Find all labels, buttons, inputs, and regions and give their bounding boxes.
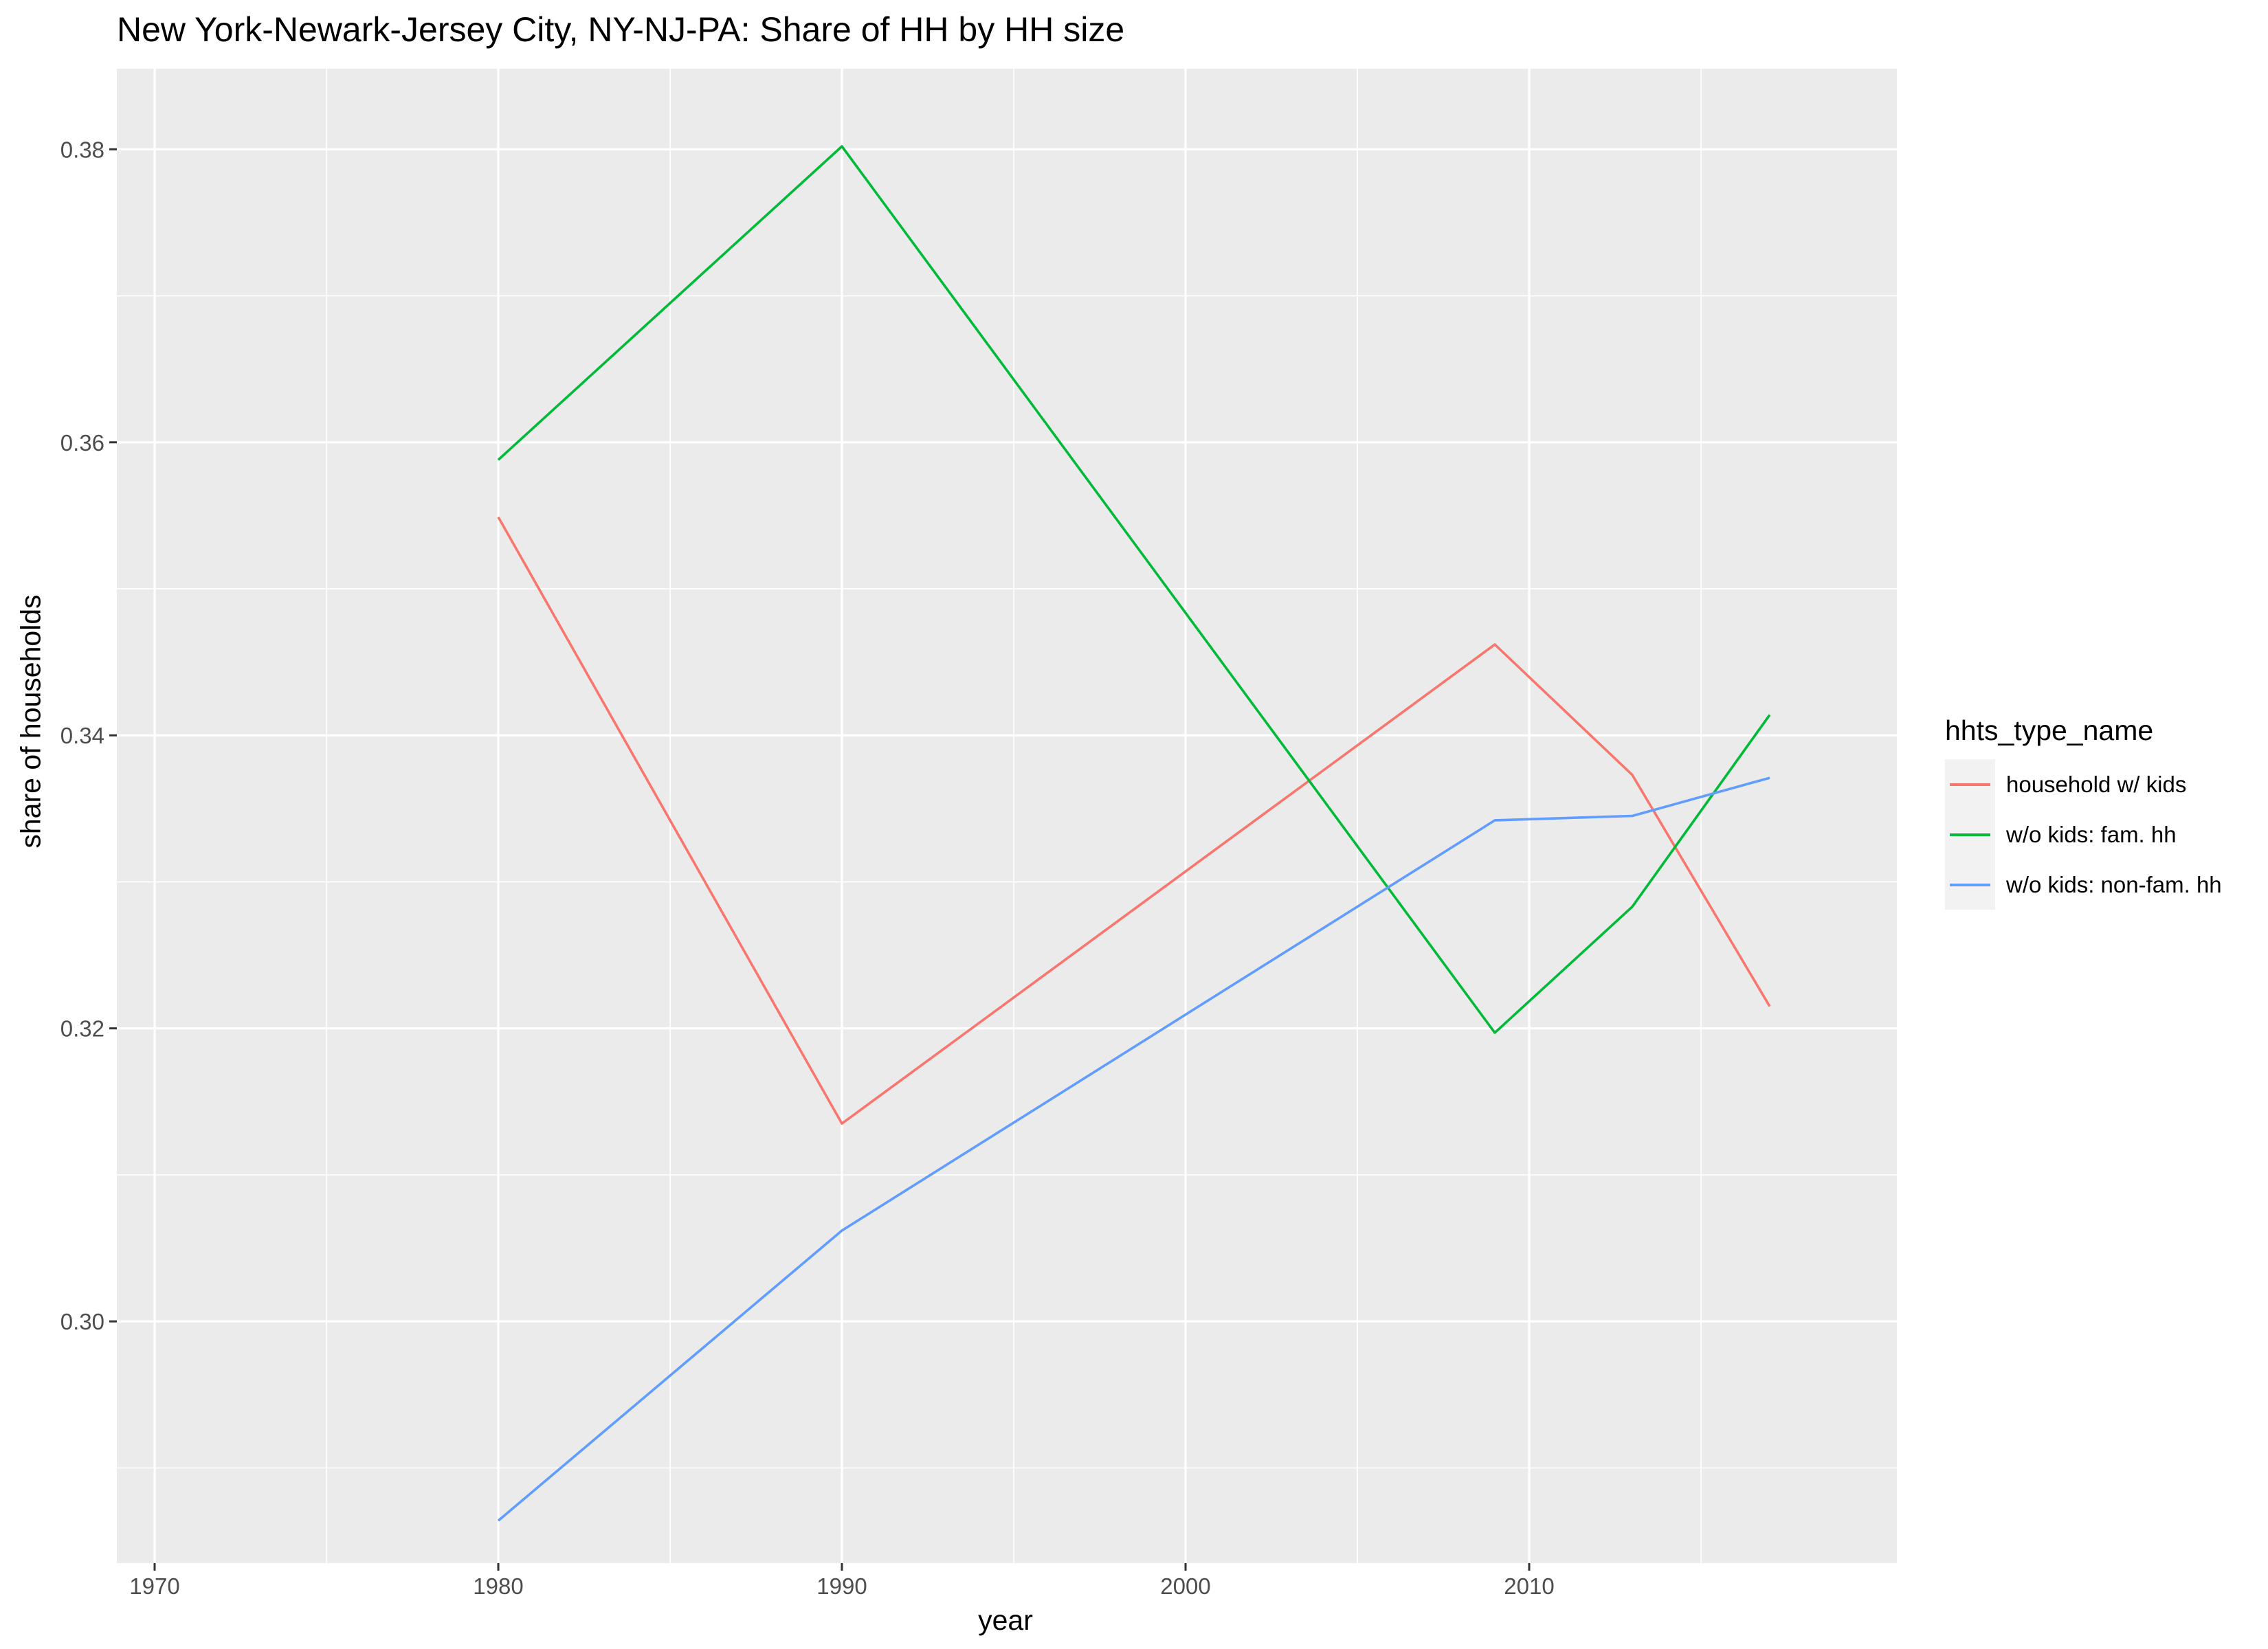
y-tick-label: 0.34 — [60, 723, 104, 748]
major-gridlines — [117, 69, 1897, 1563]
y-tick-label: 0.38 — [60, 137, 104, 162]
legend-label: w/o kids: non-fam. hh — [2006, 871, 2222, 897]
x-axis-title: year — [978, 1604, 1033, 1636]
legend-swatch — [1950, 783, 1990, 786]
y-tick-label: 0.30 — [60, 1309, 104, 1334]
legend-swatch — [1950, 833, 1990, 836]
y-tick-labels: 0.30 0.32 0.34 0.36 0.38 — [60, 137, 104, 1334]
x-tick-label: 2010 — [1504, 1573, 1554, 1599]
legend-item: household w/ kids — [1945, 759, 2222, 809]
x-tick-label: 1970 — [129, 1573, 179, 1599]
series-line-w-o-kids-non-fam-hh — [497, 776, 1770, 1522]
legend-title: hhts_type_name — [1945, 715, 2154, 746]
y-tick-label: 0.32 — [60, 1016, 104, 1042]
legend-label: w/o kids: fam. hh — [2006, 821, 2177, 847]
series-line-household-w-kids — [497, 516, 1771, 1125]
y-axis-title: share of households — [14, 594, 47, 849]
legend: hhts_type_name household w/ kids w/o kid… — [1945, 715, 2222, 910]
legend-key — [1945, 860, 1995, 910]
x-tick-labels: 1970 1980 1990 2000 2010 — [129, 1573, 1554, 1599]
legend-key — [1945, 759, 1995, 809]
x-tick-label: 1980 — [473, 1573, 523, 1599]
axis-ticks — [109, 148, 1531, 1571]
series-line-w-o-kids-fam-hh — [497, 145, 1771, 1034]
y-tick-label: 0.36 — [60, 430, 104, 456]
chart-title: New York-Newark-Jersey City, NY-NJ-PA: S… — [117, 10, 1125, 49]
x-tick-label: 1990 — [816, 1573, 867, 1599]
x-tick-label: 2000 — [1160, 1573, 1210, 1599]
legend-item: w/o kids: non-fam. hh — [1945, 860, 2222, 910]
legend-key — [1945, 809, 1995, 860]
series-lines — [497, 145, 1771, 1522]
legend-swatch — [1950, 884, 1990, 886]
legend-item: w/o kids: fam. hh — [1945, 809, 2222, 860]
legend-label: household w/ kids — [2006, 771, 2187, 797]
minor-gridlines — [117, 69, 1897, 1563]
